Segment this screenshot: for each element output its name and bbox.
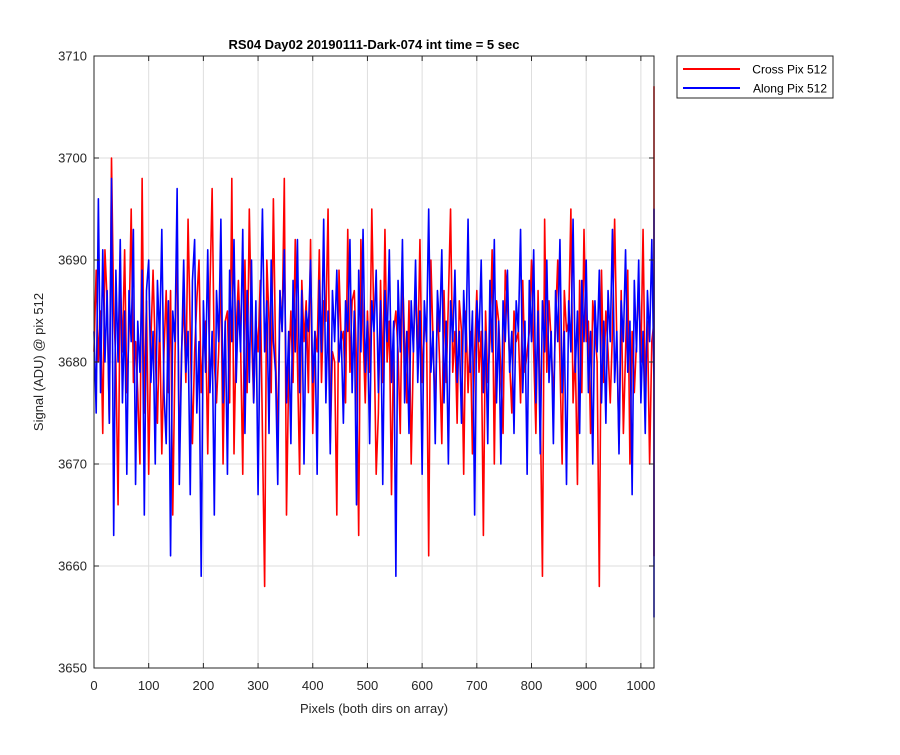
legend[interactable]: Cross Pix 512 Along Pix 512 (676, 55, 834, 99)
x-tick-label: 200 (193, 678, 215, 693)
x-tick-label: 600 (411, 678, 433, 693)
x-tick-label: 900 (575, 678, 597, 693)
y-tick-label: 3700 (58, 151, 87, 166)
y-tick-label: 3670 (58, 457, 87, 472)
x-tick-label: 300 (247, 678, 269, 693)
y-tick-label: 3660 (58, 559, 87, 574)
x-axis: 0 100 200 300 400 500 600 700 800 900 1000 (90, 56, 655, 693)
x-tick-label: 700 (466, 678, 488, 693)
chart-title: RS04 Day02 20190111-Dark-074 int time = … (229, 37, 520, 52)
y-axis: 3650 3660 3670 3680 3690 3700 3710 (58, 49, 654, 676)
x-tick-label: 100 (138, 678, 160, 693)
x-tick-label: 500 (357, 678, 379, 693)
legend-label-cross: Cross Pix 512 (752, 63, 827, 77)
x-tick-label: 0 (90, 678, 97, 693)
y-axis-label: Signal (ADU) @ pix 512 (31, 293, 46, 431)
y-tick-label: 3690 (58, 253, 87, 268)
legend-box (676, 55, 834, 99)
x-axis-label: Pixels (both dirs on array) (300, 701, 448, 716)
y-tick-label: 3650 (58, 661, 87, 676)
y-tick-label: 3710 (58, 49, 87, 64)
x-tick-label: 400 (302, 678, 324, 693)
x-tick-label: 1000 (626, 678, 655, 693)
legend-label-along: Along Pix 512 (753, 82, 827, 96)
y-tick-label: 3680 (58, 355, 87, 370)
x-tick-label: 800 (521, 678, 543, 693)
